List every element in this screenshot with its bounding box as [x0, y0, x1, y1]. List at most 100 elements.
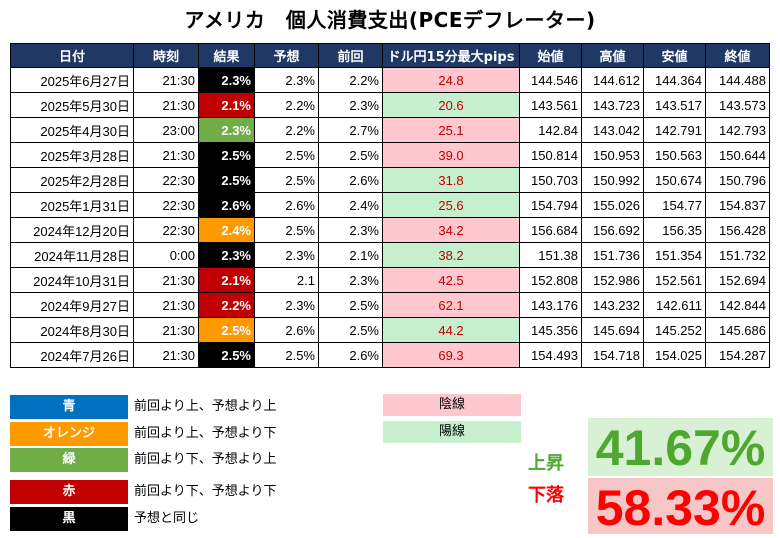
- cell-forecast: 2.3%: [254, 67, 319, 93]
- cell-high: 150.992: [581, 167, 644, 193]
- cell-high: 143.042: [581, 117, 644, 143]
- table-row: 2024年7月26日 21:30 2.5% 2.5% 2.6% 69.3 154.493 15…: [10, 342, 770, 368]
- cell-close: 150.644: [705, 142, 770, 168]
- cell-time: 21:30: [133, 67, 199, 93]
- cell-previous: 2.6%: [318, 342, 383, 368]
- cell-low: 156.35: [643, 217, 706, 243]
- cell-forecast: 2.2%: [254, 117, 319, 143]
- cell-close: 145.686: [705, 317, 770, 343]
- cell-result: 2.3%: [198, 117, 255, 143]
- cell-open: 145.356: [519, 317, 582, 343]
- cell-close: 151.732: [705, 242, 770, 268]
- cell-result: 2.3%: [198, 67, 255, 93]
- legend-description: 予想と同じ: [134, 511, 200, 526]
- cell-date: 2024年11月28日: [10, 242, 134, 268]
- cell-open: 142.84: [519, 117, 582, 143]
- cell-open: 143.176: [519, 292, 582, 318]
- cell-previous: 2.6%: [318, 167, 383, 193]
- cell-close: 152.694: [705, 267, 770, 293]
- header-result: 結果: [198, 43, 255, 68]
- cell-time: 21:30: [133, 142, 199, 168]
- cell-pips: 31.8: [382, 167, 520, 193]
- cell-high: 150.953: [581, 142, 644, 168]
- cell-previous: 2.7%: [318, 117, 383, 143]
- cell-close: 144.488: [705, 67, 770, 93]
- cell-date: 2024年7月26日: [10, 342, 134, 368]
- cell-pips: 34.2: [382, 217, 520, 243]
- cell-close: 154.837: [705, 192, 770, 218]
- cell-forecast: 2.3%: [254, 242, 319, 268]
- cell-pips: 24.8: [382, 67, 520, 93]
- header-high: 高値: [581, 43, 644, 68]
- cell-result: 2.2%: [198, 292, 255, 318]
- cell-result: 2.6%: [198, 192, 255, 218]
- cell-previous: 2.5%: [318, 317, 383, 343]
- legend-swatch: 緑: [10, 448, 128, 472]
- cell-open: 156.684: [519, 217, 582, 243]
- cell-forecast: 2.5%: [254, 217, 319, 243]
- cell-result: 2.5%: [198, 142, 255, 168]
- cell-close: 154.287: [705, 342, 770, 368]
- table-row: 2025年4月30日 23:00 2.3% 2.2% 2.7% 25.1 142.84 143…: [10, 117, 770, 143]
- header-close: 終値: [705, 43, 770, 68]
- cell-pips: 20.6: [382, 92, 520, 118]
- cell-time: 21:30: [133, 292, 199, 318]
- header-date: 日付: [10, 43, 134, 68]
- cell-result: 2.5%: [198, 167, 255, 193]
- cell-high: 151.736: [581, 242, 644, 268]
- cell-forecast: 2.2%: [254, 92, 319, 118]
- cell-high: 154.718: [581, 342, 644, 368]
- cell-close: 156.428: [705, 217, 770, 243]
- cell-high: 156.692: [581, 217, 644, 243]
- legend-swatch: 赤: [10, 480, 128, 504]
- cell-high: 152.986: [581, 267, 644, 293]
- cell-open: 152.808: [519, 267, 582, 293]
- cell-time: 21:30: [133, 342, 199, 368]
- cell-previous: 2.3%: [318, 267, 383, 293]
- table-row: 2024年10月31日 21:30 2.1% 2.1 2.3% 42.5 152.808 15…: [10, 267, 770, 293]
- down-percentage: 58.33%: [588, 478, 773, 536]
- cell-previous: 2.3%: [318, 217, 383, 243]
- cell-forecast: 2.6%: [254, 192, 319, 218]
- table-row: 2024年8月30日 21:30 2.5% 2.6% 2.5% 44.2 145.356 14…: [10, 317, 770, 343]
- cell-low: 143.517: [643, 92, 706, 118]
- cell-high: 143.723: [581, 92, 644, 118]
- cell-result: 2.3%: [198, 242, 255, 268]
- cell-previous: 2.1%: [318, 242, 383, 268]
- cell-date: 2025年2月28日: [10, 167, 134, 193]
- table-row: 2025年5月30日 21:30 2.1% 2.2% 2.3% 20.6 143.561 14…: [10, 92, 770, 118]
- down-label: 下落: [528, 485, 564, 506]
- legend-swatch: 青: [10, 395, 128, 419]
- cell-low: 154.77: [643, 192, 706, 218]
- cell-date: 2024年10月31日: [10, 267, 134, 293]
- cell-date: 2024年9月27日: [10, 292, 134, 318]
- cell-result: 2.4%: [198, 217, 255, 243]
- cell-open: 154.794: [519, 192, 582, 218]
- cell-open: 151.38: [519, 242, 582, 268]
- cell-pips: 42.5: [382, 267, 520, 293]
- cell-low: 154.025: [643, 342, 706, 368]
- bearish-candle-key: 陰線: [383, 394, 521, 416]
- legend-description: 前回より下、予想より下: [134, 484, 277, 499]
- cell-forecast: 2.6%: [254, 317, 319, 343]
- cell-date: 2025年3月28日: [10, 142, 134, 168]
- cell-time: 22:30: [133, 192, 199, 218]
- legend-swatch: 黒: [10, 507, 128, 531]
- cell-pips: 44.2: [382, 317, 520, 343]
- cell-time: 0:00: [133, 242, 199, 268]
- cell-close: 142.844: [705, 292, 770, 318]
- page-title: アメリカ 個人消費支出(PCEデフレーター): [184, 8, 596, 32]
- cell-date: 2025年4月30日: [10, 117, 134, 143]
- cell-previous: 2.3%: [318, 92, 383, 118]
- up-percentage: 41.67%: [588, 418, 773, 476]
- cell-low: 152.561: [643, 267, 706, 293]
- cell-open: 143.561: [519, 92, 582, 118]
- cell-high: 145.694: [581, 317, 644, 343]
- cell-low: 151.354: [643, 242, 706, 268]
- cell-date: 2024年8月30日: [10, 317, 134, 343]
- header-forecast: 予想: [254, 43, 319, 68]
- table-row: 2025年1月31日 22:30 2.6% 2.6% 2.4% 25.6 154.794 15…: [10, 192, 770, 218]
- bullish-candle-key: 陽線: [383, 421, 521, 443]
- table-row: 2025年2月28日 22:30 2.5% 2.5% 2.6% 31.8 150.703 15…: [10, 167, 770, 193]
- cell-date: 2025年1月31日: [10, 192, 134, 218]
